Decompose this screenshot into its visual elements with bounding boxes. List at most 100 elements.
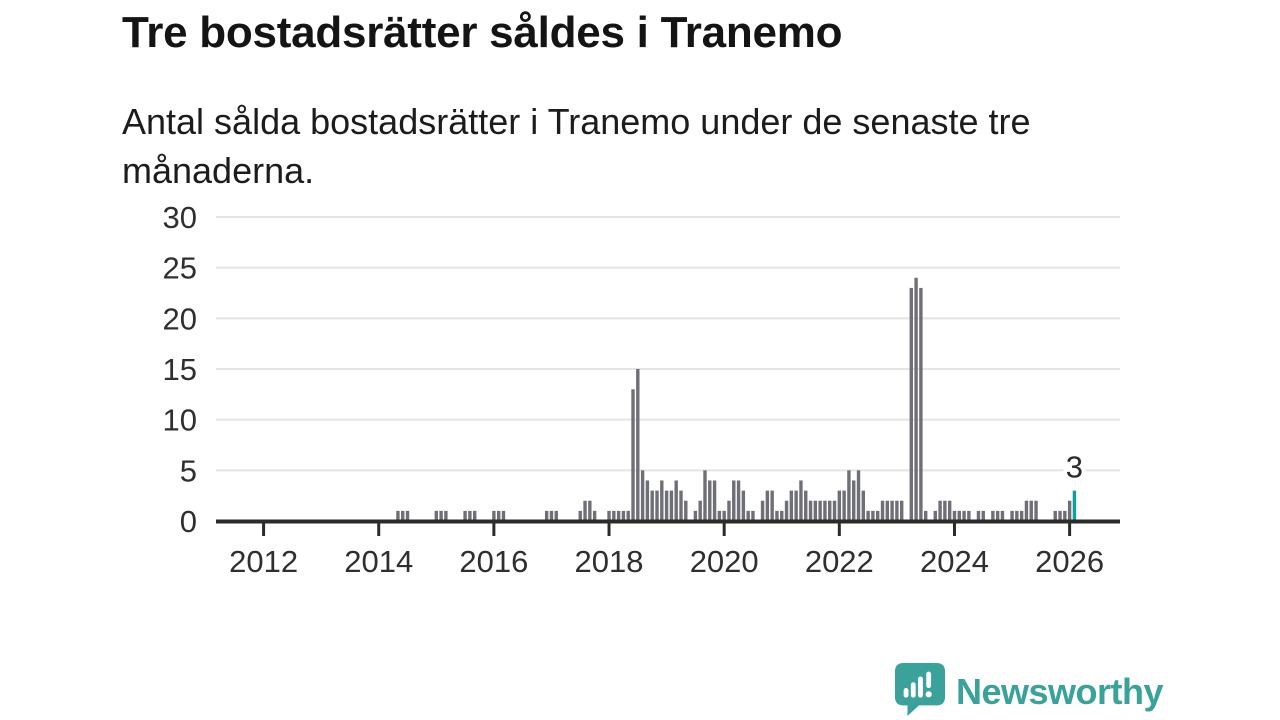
bar	[784, 500, 789, 521]
bar	[544, 510, 549, 521]
bar	[650, 490, 654, 521]
bar	[799, 480, 803, 521]
bar	[780, 510, 784, 521]
bar	[837, 490, 842, 521]
bar	[981, 510, 985, 521]
bar	[861, 490, 866, 521]
last-value-annotation: 3	[1066, 450, 1083, 485]
bar	[501, 510, 506, 521]
bar	[703, 470, 707, 521]
bar	[722, 510, 726, 521]
x-tick-label: 2024	[920, 544, 989, 579]
bar	[962, 510, 966, 521]
bar	[496, 510, 501, 521]
bar	[808, 500, 813, 521]
bar	[900, 500, 904, 521]
y-tick-label: 15	[163, 352, 197, 387]
bar	[852, 480, 856, 521]
bar	[832, 500, 837, 521]
bar	[770, 490, 774, 521]
y-tick-label: 30	[163, 200, 197, 235]
x-tick-label: 2018	[575, 544, 644, 579]
bar	[895, 500, 899, 521]
bar	[669, 490, 674, 521]
bar	[434, 510, 438, 521]
bar	[693, 510, 698, 521]
bar	[592, 510, 597, 521]
newsworthy-logo: Newsworthy	[894, 662, 1164, 720]
y-tick-label: 25	[163, 251, 197, 286]
bar	[813, 500, 818, 521]
chart-subtitle: Antal sålda bostadsrätter i Tranemo unde…	[122, 101, 1031, 191]
bar	[828, 500, 832, 521]
bar	[775, 510, 779, 521]
bar	[645, 480, 650, 521]
bar	[1019, 510, 1024, 521]
bar	[444, 510, 448, 521]
bar	[640, 470, 645, 521]
x-tick-label: 2014	[344, 544, 413, 579]
x-tick-label: 2022	[805, 544, 874, 579]
bar	[760, 500, 765, 521]
x-tick-label: 2026	[1035, 544, 1104, 579]
bar	[885, 500, 889, 521]
x-tick-label: 2020	[690, 544, 759, 579]
bar	[967, 510, 971, 521]
bar	[396, 510, 400, 521]
bar	[472, 510, 477, 521]
bar	[741, 490, 746, 521]
bar	[616, 510, 621, 521]
bar	[712, 480, 717, 521]
bar	[549, 510, 554, 521]
bar	[919, 287, 923, 521]
newsworthy-speech-bubble-chart-icon	[894, 662, 946, 720]
bar	[631, 389, 635, 521]
bar	[1029, 500, 1033, 521]
bar	[583, 500, 587, 521]
bar	[947, 500, 952, 521]
bar	[405, 510, 410, 521]
y-tick-label: 10	[163, 403, 197, 438]
bar	[727, 500, 731, 521]
bar	[492, 510, 496, 521]
bar	[938, 500, 942, 521]
bar	[401, 510, 405, 521]
bar	[952, 510, 957, 521]
bar	[995, 510, 1000, 521]
bar	[554, 510, 558, 521]
bar	[636, 369, 640, 521]
bar	[1000, 510, 1005, 521]
bar	[612, 510, 616, 521]
highlighted-bar	[1072, 490, 1077, 521]
bar	[933, 510, 937, 521]
bar	[698, 500, 702, 521]
bar	[684, 500, 688, 521]
bar	[1010, 510, 1014, 521]
y-tick-label: 20	[163, 301, 197, 336]
bar	[660, 480, 664, 521]
bar	[847, 470, 851, 521]
bar	[751, 510, 755, 521]
bar	[923, 510, 928, 521]
bar	[789, 490, 794, 521]
bar	[736, 480, 741, 521]
newsworthy-wordmark: Newsworthy	[956, 671, 1164, 712]
bar	[823, 500, 827, 521]
x-tick-label: 2012	[229, 544, 298, 579]
bar	[1053, 510, 1057, 521]
bar	[794, 490, 798, 521]
bar	[880, 500, 885, 521]
x-tick-label: 2016	[459, 544, 528, 579]
bar	[463, 510, 467, 521]
chart-title: Tre bostadsrätter såldes i Tranemo	[122, 8, 843, 57]
bar	[1067, 500, 1072, 521]
bar	[717, 510, 722, 521]
bar	[679, 490, 683, 521]
bar	[621, 510, 626, 521]
bar	[1063, 510, 1067, 521]
bar	[1015, 510, 1019, 521]
bar	[468, 510, 472, 521]
y-tick-label: 0	[180, 504, 197, 539]
bar	[842, 490, 846, 521]
